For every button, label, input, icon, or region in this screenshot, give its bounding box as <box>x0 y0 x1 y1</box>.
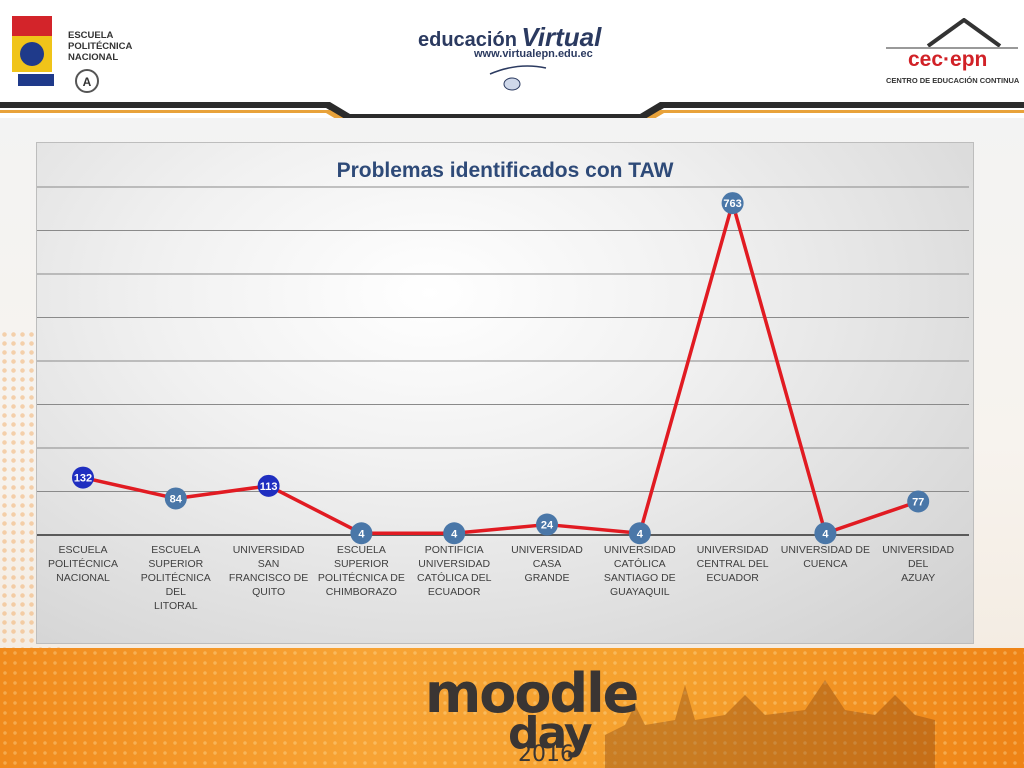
data-point <box>257 474 280 497</box>
category-label-line: LITORAL <box>154 600 198 612</box>
category-label-line: UNIVERSIDAD DEL <box>882 544 955 570</box>
category-label-line: GUAYAQUIL <box>609 586 670 598</box>
category-label: PONTIFICIA UNIVERSIDAD CATÓLICA DEL ECUADOR <box>408 543 500 599</box>
data-label: 113 <box>260 481 278 493</box>
category-label-line: ECUADOR <box>427 586 481 598</box>
chart-panel: Problemas identificados con TAW 132 84 113… <box>36 142 974 644</box>
category-label-line: POLITÉCNICA DEL <box>140 572 211 598</box>
category-label-line: CATÓLICA DEL <box>416 572 492 584</box>
data-label: 132 <box>74 473 92 485</box>
category-label: ESCUELA POLITÉCNICA NACIONAL <box>37 543 129 585</box>
chart-title: Problemas identificados con TAW <box>336 159 674 182</box>
data-label: 4 <box>451 528 458 540</box>
data-label: 4 <box>822 528 829 540</box>
category-label-line: NACIONAL <box>56 572 110 584</box>
category-label-line: GRANDE <box>524 572 570 584</box>
category-label-line: POLITÉCNICA <box>47 558 118 570</box>
category-label: ESCUELA SUPERIOR POLITÉCNICA DE CHIMBORAZO <box>315 543 407 599</box>
slide-header <box>0 0 1024 112</box>
epn-logo-line3: NACIONAL <box>68 52 119 63</box>
data-point <box>814 522 837 545</box>
category-label: ESCUELA SUPERIOR POLITÉCNICA DEL LITORAL <box>130 543 222 613</box>
category-label-line: AZUAY <box>901 572 936 584</box>
epn-logo-text: ESCUELA POLITÉCNICA NACIONAL <box>68 30 132 63</box>
category-label-line: SANTIAGO DE <box>603 572 676 584</box>
category-label-line: ESCUELA SUPERIOR <box>148 544 204 570</box>
mouse-swoosh-icon <box>489 65 547 91</box>
category-label-line: UNIVERSIDAD CASA <box>511 544 583 570</box>
category-label: UNIVERSIDAD CATÓLICA SANTIAGO DE GUAYAQUIL <box>594 543 686 599</box>
cec-epn-name: cec·epn <box>908 48 988 71</box>
logo-word-educacion: educación <box>418 29 517 51</box>
slide-footer <box>0 648 1024 768</box>
epn-shield-icon <box>12 16 54 86</box>
category-label-line: CENTRAL DEL <box>696 558 769 570</box>
cec-epn-logo: cec·epn CENTRO DE EDUCACIÓN CONTINUA <box>884 17 1020 88</box>
data-point <box>350 522 373 545</box>
category-label-line: PONTIFICIA <box>424 544 484 556</box>
category-label-line: CUENCA <box>803 558 848 570</box>
epn-logo-line2: POLITÉCNICA <box>68 41 133 52</box>
category-label: UNIVERSIDAD CENTRAL DEL ECUADOR <box>687 543 779 585</box>
footer-dots <box>0 648 1024 768</box>
category-label-line: UNIVERSIDAD <box>696 544 769 556</box>
category-label-line: POLITÉCNICA DE <box>317 572 405 584</box>
data-point <box>164 487 187 510</box>
category-label-line: ESCUELA <box>58 544 108 556</box>
day-logo-text: day <box>508 708 593 759</box>
data-point <box>628 522 651 545</box>
moodle-logo-text: moodle <box>425 662 639 725</box>
series-line <box>82 201 919 536</box>
data-label: 763 <box>723 198 741 210</box>
category-label-line: QUITO <box>252 586 286 598</box>
year-logo-text: 2016 <box>518 742 574 767</box>
svg-text:A: A <box>83 75 92 89</box>
data-label: 24 <box>541 520 554 532</box>
data-label: 4 <box>637 528 644 540</box>
category-label-line: CHIMBORAZO <box>325 586 397 598</box>
category-label-line: UNIVERSIDAD <box>418 558 491 570</box>
category-label-line: ECUADOR <box>706 572 759 584</box>
city-silhouette-icon <box>605 680 935 768</box>
category-label-line: UNIVERSIDAD SAN <box>232 544 305 570</box>
epn-logo-line1: ESCUELA <box>68 30 114 41</box>
cec-epn-subtitle: CENTRO DE EDUCACIÓN CONTINUA <box>886 76 1020 85</box>
data-label: 84 <box>170 493 183 505</box>
category-label: UNIVERSIDAD CASA GRANDE <box>501 543 593 585</box>
data-label: 4 <box>358 528 365 540</box>
epn-logo: ESCUELA POLITÉCNICA NACIONAL A <box>8 14 138 94</box>
category-label-line: ESCUELA SUPERIOR <box>333 544 389 570</box>
category-label: UNIVERSIDAD DE CUENCA <box>779 543 871 571</box>
category-label-line: UNIVERSIDAD DE <box>780 544 871 556</box>
roof-icon <box>886 17 1018 49</box>
data-point <box>907 490 930 513</box>
data-point <box>721 192 744 215</box>
logo-url: www.virtualepn.edu.ec <box>474 48 593 60</box>
category-label: UNIVERSIDAD DEL AZUAY <box>872 543 964 585</box>
data-label: 77 <box>912 497 924 509</box>
category-label-line: CATÓLICA <box>613 558 666 570</box>
category-label: UNIVERSIDAD SAN FRANCISCO DE QUITO <box>223 543 315 599</box>
category-label-line: UNIVERSIDAD <box>603 544 676 556</box>
logo-word-virtual: Virtual <box>521 22 602 52</box>
data-point <box>443 522 466 545</box>
educacion-virtual-logo: educación Virtual www.virtualepn.edu.ec <box>418 22 618 94</box>
data-point <box>72 466 94 489</box>
data-point <box>536 513 558 536</box>
accreditation-badge-icon: A <box>75 69 99 93</box>
category-label-line: FRANCISCO DE <box>228 572 309 584</box>
